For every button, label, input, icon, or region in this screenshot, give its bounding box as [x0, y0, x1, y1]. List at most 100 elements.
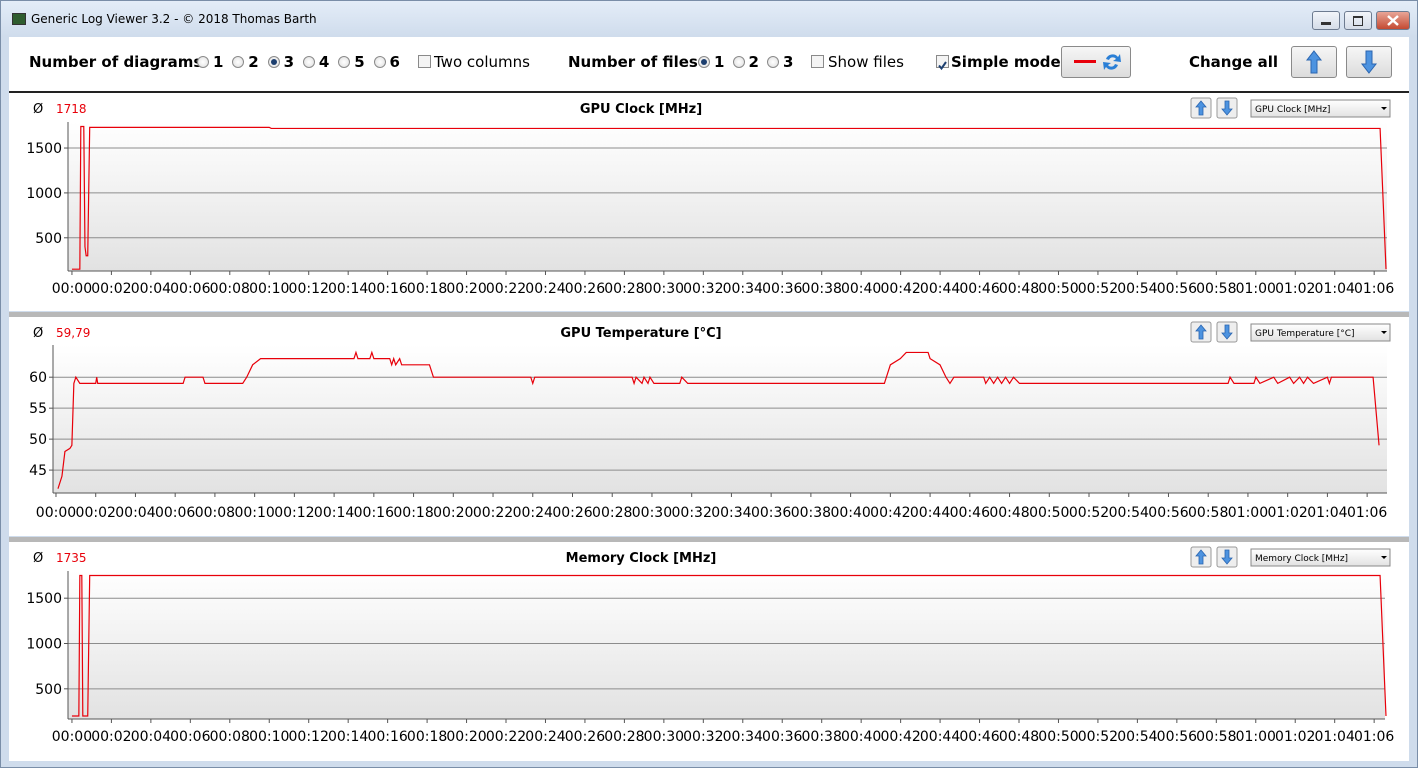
x-tick-label: 00:46 — [959, 729, 999, 745]
color-button[interactable] — [1061, 46, 1131, 78]
x-tick-label: 00:34 — [711, 505, 751, 521]
x-tick-label: 00:40 — [841, 729, 881, 745]
x-tick-label: 00:42 — [870, 505, 910, 521]
x-tick-label: 00:56 — [1157, 281, 1197, 297]
x-tick-label: 00:16 — [367, 281, 407, 297]
x-tick-label: 00:12 — [289, 281, 329, 297]
x-tick-label: 00:50 — [1029, 505, 1069, 521]
plot-area — [68, 122, 1387, 271]
arrow-icon — [1195, 100, 1207, 116]
x-tick-label: 00:20 — [446, 729, 486, 745]
radio-button[interactable] — [767, 56, 779, 68]
x-tick-label: 00:44 — [920, 729, 960, 745]
radio-button[interactable] — [373, 56, 386, 68]
x-tick-label: 00:16 — [354, 505, 394, 521]
radio-button[interactable] — [732, 56, 745, 68]
x-tick-label: 00:32 — [683, 281, 723, 297]
signal-selector[interactable] — [1250, 323, 1391, 342]
title-bar: Generic Log Viewer 3.2 - © 2018 Thomas B… — [1, 1, 1417, 37]
x-tick-label: 00:02 — [76, 505, 116, 521]
arrow-icon — [1195, 549, 1207, 565]
x-tick-label: 00:14 — [314, 505, 354, 521]
x-tick-label: 00:30 — [644, 729, 684, 745]
radio-label: 6 — [389, 53, 400, 71]
move-up-button[interactable] — [1291, 46, 1337, 78]
data-line — [57, 350, 1380, 489]
two-columns-checkbox[interactable] — [418, 55, 431, 68]
check-mark — [938, 61, 947, 71]
radio-button[interactable] — [698, 56, 710, 68]
x-tick-label: 00:08 — [210, 729, 250, 745]
x-tick-label: 00:10 — [249, 729, 289, 745]
data-line — [71, 125, 1387, 270]
x-tick-label: 00:46 — [959, 281, 999, 297]
radio-button[interactable] — [232, 56, 245, 68]
x-tick-label: 00:58 — [1188, 505, 1228, 521]
radio-button[interactable] — [338, 56, 351, 68]
x-tick-label: 00:44 — [910, 505, 950, 521]
y-tick-label: 500 — [35, 231, 62, 247]
x-tick-label: 00:40 — [830, 505, 870, 521]
x-tick-label: 01:02 — [1267, 505, 1307, 521]
x-tick-label: 00:52 — [1069, 505, 1109, 521]
x-tick-label: 00:18 — [407, 281, 447, 297]
radio-label: 5 — [354, 53, 365, 71]
maximize-button[interactable] — [1344, 11, 1372, 30]
x-tick-label: 00:46 — [950, 505, 990, 521]
x-tick-label: 00:00 — [36, 505, 76, 521]
chart-title: GPU Temperature [°C] — [560, 326, 721, 341]
x-tick-label: 00:26 — [565, 281, 605, 297]
x-tick-label: 00:52 — [1078, 281, 1118, 297]
show-files-label: Show files — [828, 53, 904, 71]
radio-label: 3 — [783, 53, 794, 71]
x-tick-label: 00:36 — [762, 729, 802, 745]
average-symbol: Ø — [33, 551, 43, 566]
signal-selector[interactable] — [1250, 99, 1391, 118]
average-value: 1735 — [56, 551, 87, 565]
x-tick-label: 01:06 — [1347, 505, 1387, 521]
close-button[interactable] — [1376, 11, 1410, 30]
radio-button[interactable] — [302, 56, 315, 68]
x-tick-label: 00:32 — [672, 505, 712, 521]
move-down-button[interactable] — [1346, 46, 1392, 78]
window-title: Generic Log Viewer 3.2 - © 2018 Thomas B… — [31, 12, 317, 26]
plot-area — [68, 571, 1385, 719]
radio-button[interactable] — [267, 56, 280, 68]
x-tick-label: 00:22 — [486, 281, 526, 297]
x-tick-label: 00:24 — [525, 281, 565, 297]
x-tick-label: 00:04 — [131, 281, 171, 297]
radio-button[interactable] — [197, 56, 209, 68]
y-tick-label: 1000 — [26, 186, 62, 202]
x-tick-label: 00:36 — [762, 281, 802, 297]
change-all-label: Change all — [1189, 53, 1279, 71]
x-tick-label: 00:42 — [880, 729, 920, 745]
signal-selector[interactable] — [1250, 548, 1391, 567]
show-files-checkbox[interactable] — [811, 55, 824, 68]
x-tick-label: 01:02 — [1275, 729, 1315, 745]
x-tick-label: 00:20 — [433, 505, 473, 521]
x-tick-label: 01:04 — [1315, 281, 1355, 297]
x-tick-label: 00:24 — [525, 729, 565, 745]
x-tick-label: 00:48 — [989, 505, 1029, 521]
x-tick-label: 00:30 — [632, 505, 672, 521]
x-tick-label: 00:18 — [407, 729, 447, 745]
signal-selector-text: Memory Clock [MHz] — [1255, 554, 1348, 564]
x-tick-label: 00:48 — [999, 281, 1039, 297]
files-label: Number of files — [568, 53, 698, 71]
x-tick-label: 01:04 — [1315, 729, 1355, 745]
x-tick-label: 00:00 — [52, 729, 92, 745]
x-tick-label: 00:34 — [723, 281, 763, 297]
x-tick-label: 00:26 — [565, 729, 605, 745]
minimize-button[interactable] — [1312, 11, 1340, 30]
x-tick-label: 00:42 — [880, 281, 920, 297]
x-tick-label: 00:12 — [289, 729, 329, 745]
dropdown-arrow — [1381, 331, 1387, 334]
signal-selector-text: GPU Clock [MHz] — [1255, 105, 1330, 115]
x-tick-label: 01:06 — [1354, 281, 1394, 297]
x-tick-label: 00:28 — [604, 281, 644, 297]
simple-mode-checkbox[interactable] — [936, 55, 949, 71]
x-tick-label: 00:38 — [802, 729, 842, 745]
radio-label: 4 — [318, 53, 330, 71]
x-tick-label: 00:20 — [446, 281, 486, 297]
